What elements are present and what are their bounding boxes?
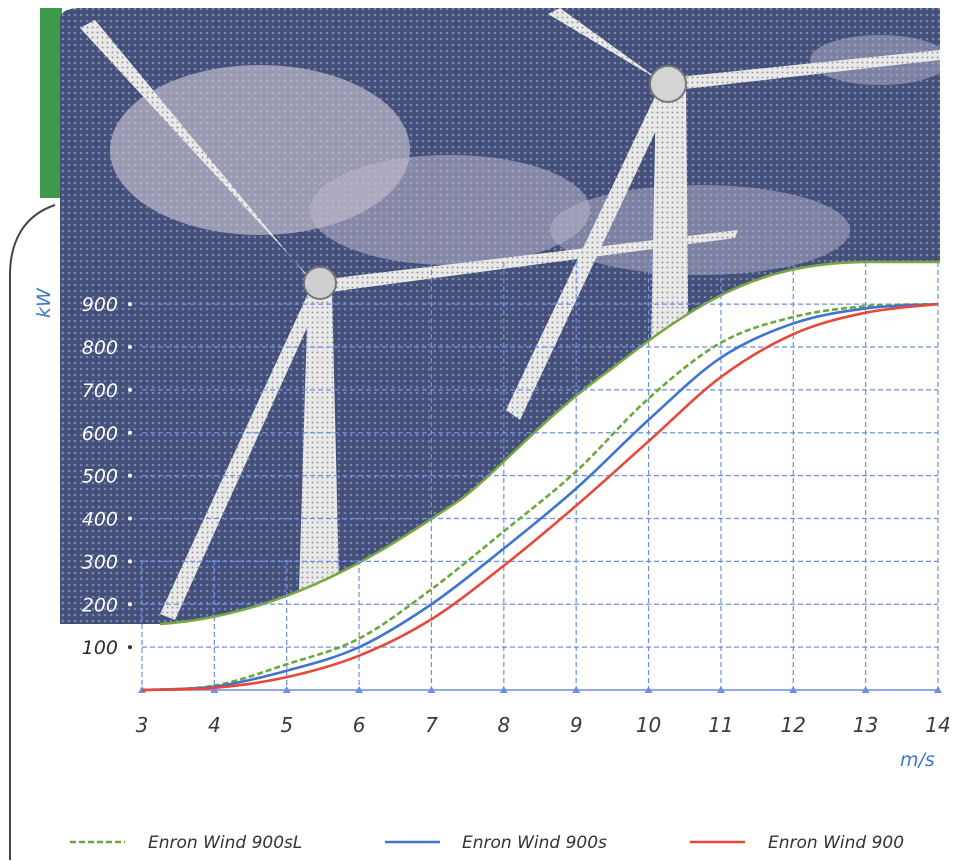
x-tick-mark <box>499 686 508 693</box>
series-line-2 <box>141 302 939 692</box>
x-tick-mark <box>427 686 436 693</box>
x-tick-mark <box>716 686 725 693</box>
x-tick-label: 8 <box>497 713 510 737</box>
x-tick-label: 14 <box>925 713 950 737</box>
x-tick-label: 9 <box>570 713 583 737</box>
y-tick-mark <box>128 345 132 349</box>
y-tick-label: 400 <box>82 509 118 531</box>
legend-label: Enron Wind 900 <box>768 833 904 853</box>
x-axis-label: m/s <box>900 749 935 771</box>
y-tick-label: 700 <box>82 380 118 402</box>
y-tick-label: 100 <box>82 637 118 659</box>
x-tick-label: 12 <box>781 713 806 737</box>
x-tick-mark <box>282 686 291 693</box>
x-tick-mark <box>210 686 219 693</box>
axes: 3 4 5 6 7 8 9 10 11 12 13 14 100 200 300 400 500 600 700 80… <box>33 287 951 771</box>
y-tick-mark <box>128 473 132 478</box>
x-tick-mark <box>861 686 870 693</box>
y-tick-label: 200 <box>82 594 118 616</box>
y-tick-label: 500 <box>82 466 118 488</box>
left-frame-line <box>9 204 56 860</box>
x-tick-mark <box>572 686 581 693</box>
y-tick-mark <box>128 302 132 307</box>
x-tick-label: 7 <box>425 713 438 737</box>
y-tick-mark <box>128 387 132 392</box>
x-tick-mark <box>355 686 364 693</box>
x-tick-label: 11 <box>708 713 733 737</box>
x-tick-label: 3 <box>136 713 149 737</box>
y-tick-mark <box>128 516 132 521</box>
series-lines <box>141 302 939 692</box>
series-line-1 <box>141 302 939 692</box>
x-tick-label: 10 <box>636 713 661 737</box>
wind-turbine-photo <box>60 8 940 624</box>
y-tick-label: 800 <box>82 337 118 359</box>
green-band <box>40 8 62 198</box>
y-tick-mark <box>128 559 132 564</box>
y-tick-label: 600 <box>82 423 118 445</box>
y-tick-label: 900 <box>82 294 118 316</box>
legend-label: Enron Wind 900s <box>462 833 607 853</box>
y-axis-label: kW <box>33 287 55 318</box>
x-tick-mark <box>789 686 798 693</box>
legend: Enron Wind 900sL Enron Wind 900s Enron Win… <box>70 833 904 853</box>
x-tick-mark <box>644 686 653 693</box>
x-tick-label: 5 <box>280 713 293 737</box>
legend-label: Enron Wind 900sL <box>148 833 302 853</box>
y-tick-mark <box>128 602 132 607</box>
x-tick-label: 4 <box>208 713 221 737</box>
x-tick-mark <box>934 686 942 693</box>
x-tick-label: 13 <box>853 713 878 737</box>
y-tick-label: 300 <box>82 551 118 573</box>
series-line-3 <box>141 302 939 692</box>
y-tick-mark <box>128 645 132 650</box>
photo-border-curve <box>159 260 940 626</box>
y-tick-mark <box>128 430 132 435</box>
x-tick-label: 6 <box>353 713 366 737</box>
